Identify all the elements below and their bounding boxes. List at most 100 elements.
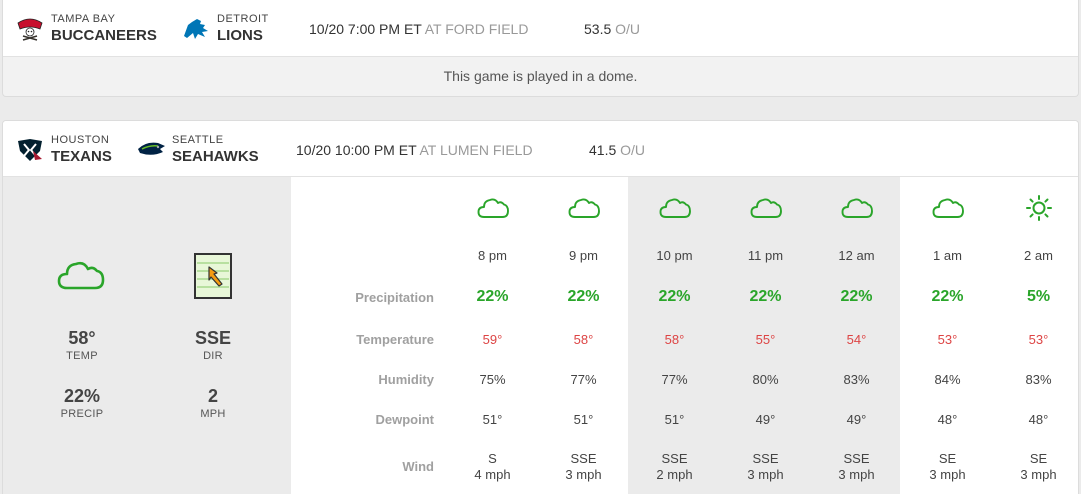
hour-dewpoint: 48° bbox=[937, 412, 958, 427]
game-datetime: 10/20 10:00 PM ET bbox=[296, 142, 417, 158]
hour-wind-speed: 3 mph bbox=[565, 467, 602, 482]
summary-temp-value: 58° bbox=[68, 328, 96, 348]
game-datetime: 10/20 7:00 PM ET bbox=[309, 21, 422, 37]
hour-time: 12 am bbox=[838, 248, 875, 263]
summary-precip: 22% PRECIP bbox=[37, 387, 127, 420]
away-team-name: TEXANS bbox=[51, 148, 112, 165]
hour-time: 11 pm bbox=[747, 248, 784, 263]
hour-time: 1 am bbox=[933, 248, 962, 263]
row-label-dewpoint: Dewpoint bbox=[375, 412, 435, 427]
seahawks-logo-icon bbox=[138, 142, 165, 155]
hour-precip: 5% bbox=[1026, 288, 1051, 305]
summary-precip-label: PRECIP bbox=[60, 408, 104, 420]
summary-speed-label: MPH bbox=[200, 408, 226, 420]
hour-wind-dir: SSE bbox=[752, 451, 779, 466]
hour-humidity: 80% bbox=[752, 372, 779, 387]
cloudy-icon bbox=[811, 195, 902, 219]
hour-temp: 58° bbox=[664, 332, 685, 347]
hour-humidity: 83% bbox=[843, 372, 870, 387]
hour-dewpoint: 51° bbox=[573, 412, 594, 427]
cloudy-icon bbox=[538, 195, 629, 219]
hour-temp: 59° bbox=[482, 332, 503, 347]
hour-dewpoint: 51° bbox=[482, 412, 503, 427]
hour-time: 8 pm bbox=[478, 248, 507, 263]
hour-wind-dir: SE bbox=[1029, 451, 1048, 466]
hour-wind-dir: SE bbox=[938, 451, 957, 466]
summary-temp-label: TEMP bbox=[66, 350, 98, 362]
summary-temp: 58° TEMP bbox=[37, 329, 127, 362]
hour-dewpoint: 51° bbox=[664, 412, 685, 427]
summary-dir: SSE DIR bbox=[168, 329, 258, 362]
over-under: 41.5 O/U bbox=[589, 142, 645, 158]
cloudy-icon bbox=[629, 195, 720, 219]
row-label-temperature: Temperature bbox=[356, 332, 434, 347]
game-venue: AT LUMEN FIELD bbox=[419, 142, 533, 158]
hour-humidity: 84% bbox=[934, 372, 961, 387]
hour-humidity: 77% bbox=[570, 372, 597, 387]
weather-summary: 58° TEMP SSE DIR 22% PRECIP 2 MPH bbox=[3, 177, 291, 494]
hour-temp: 53° bbox=[937, 332, 958, 347]
hour-wind-speed: 3 mph bbox=[1020, 467, 1057, 482]
over-under-value: 53.5 bbox=[584, 21, 612, 37]
game-header: HOUSTON TEXANS SEATTLE SEAHAWKS 10/20 10… bbox=[3, 121, 1078, 177]
home-team-name: LIONS bbox=[217, 27, 263, 44]
hour-wind-dir: SSE bbox=[570, 451, 597, 466]
away-team-city: HOUSTON bbox=[51, 134, 110, 146]
summary-speed-value: 2 bbox=[207, 386, 218, 406]
hour-precip: 22% bbox=[567, 288, 600, 305]
hour-wind-speed: 3 mph bbox=[838, 467, 875, 482]
hour-dewpoint: 49° bbox=[755, 412, 776, 427]
hour-wind-dir: SSE bbox=[843, 451, 870, 466]
summary-speed: 2 MPH bbox=[168, 387, 258, 420]
hour-time: 2 am bbox=[1024, 248, 1053, 263]
hour-precip: 22% bbox=[476, 288, 509, 305]
away-team-city: TAMPA BAY bbox=[51, 13, 116, 25]
hour-humidity: 77% bbox=[661, 372, 688, 387]
hour-wind-speed: 4 mph bbox=[474, 467, 511, 482]
game-card-buccaneers-lions: TAMPA BAY BUCCANEERS DETROIT LIONS 10/20… bbox=[2, 0, 1079, 97]
over-under-label: O/U bbox=[615, 21, 641, 37]
over-under-value: 41.5 bbox=[589, 142, 617, 158]
game-venue: AT FORD FIELD bbox=[424, 21, 529, 37]
row-label-precipitation: Precipitation bbox=[355, 290, 434, 305]
cloudy-icon bbox=[57, 261, 105, 290]
game-header: TAMPA BAY BUCCANEERS DETROIT LIONS 10/20… bbox=[3, 0, 1078, 57]
away-team-name: BUCCANEERS bbox=[51, 27, 157, 44]
hour-column: 8 pm 22% 59° 75% 51° S 4 mph bbox=[447, 177, 538, 494]
hour-wind-speed: 2 mph bbox=[656, 467, 693, 482]
hour-column: 12 am 22% 54° 83% 49° SSE 3 mph bbox=[811, 177, 902, 494]
over-under-label: O/U bbox=[620, 142, 646, 158]
game-time: 10/20 10:00 PM ET AT LUMEN FIELD bbox=[296, 142, 533, 158]
dome-message: This game is played in a dome. bbox=[443, 68, 638, 84]
hour-precip: 22% bbox=[931, 288, 964, 305]
buccaneers-logo-icon bbox=[17, 18, 43, 41]
hour-column: 10 pm 22% 58° 77% 51° SSE 2 mph bbox=[629, 177, 720, 494]
sunny-icon bbox=[993, 195, 1078, 221]
home-team-city: DETROIT bbox=[217, 13, 269, 25]
cloudy-icon bbox=[720, 195, 811, 219]
hour-temp: 58° bbox=[573, 332, 594, 347]
game-time: 10/20 7:00 PM ET AT FORD FIELD bbox=[309, 21, 528, 37]
hourly-forecast: Precipitation Temperature Humidity Dewpo… bbox=[291, 177, 1078, 494]
hour-precip: 22% bbox=[840, 288, 873, 305]
hour-wind-speed: 3 mph bbox=[747, 467, 784, 482]
over-under: 53.5 O/U bbox=[584, 21, 640, 37]
hour-precip: 22% bbox=[658, 288, 691, 305]
cloudy-icon bbox=[447, 195, 538, 219]
hour-wind-speed: 3 mph bbox=[929, 467, 966, 482]
row-label-humidity: Humidity bbox=[378, 372, 434, 387]
game-card-texans-seahawks: HOUSTON TEXANS SEATTLE SEAHAWKS 10/20 10… bbox=[2, 120, 1079, 494]
home-team-city: SEATTLE bbox=[172, 134, 224, 146]
texans-logo-icon bbox=[18, 138, 42, 161]
away-team[interactable]: HOUSTON TEXANS bbox=[15, 135, 112, 164]
cloudy-icon bbox=[902, 195, 993, 219]
hour-dewpoint: 48° bbox=[1028, 412, 1049, 427]
hour-temp: 54° bbox=[846, 332, 867, 347]
home-team[interactable]: SEATTLE SEAHAWKS bbox=[136, 135, 259, 164]
hour-temp: 55° bbox=[755, 332, 776, 347]
hour-precip: 22% bbox=[749, 288, 782, 305]
home-team[interactable]: DETROIT LIONS bbox=[181, 14, 269, 43]
away-team[interactable]: TAMPA BAY BUCCANEERS bbox=[15, 14, 157, 43]
summary-dir-value: SSE bbox=[194, 328, 232, 348]
hour-column: 9 pm 22% 58° 77% 51° SSE 3 mph bbox=[538, 177, 629, 494]
